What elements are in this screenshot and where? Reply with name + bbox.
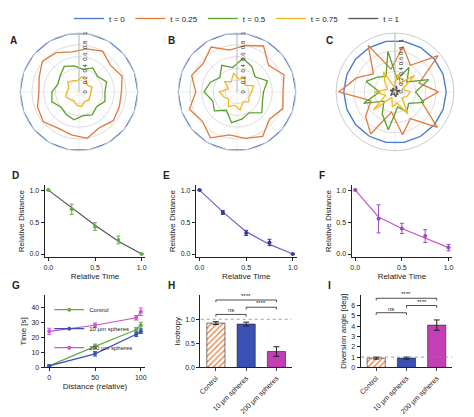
svg-text:0.5: 0.5 xyxy=(185,340,195,347)
svg-text:1.0: 1.0 xyxy=(444,264,454,271)
svg-text:0: 0 xyxy=(82,90,88,94)
svg-text:1.0: 1.0 xyxy=(137,264,147,271)
svg-text:Distance (relative): Distance (relative) xyxy=(63,382,128,391)
svg-text:D: D xyxy=(12,170,19,181)
svg-text:Control: Control xyxy=(89,307,108,313)
svg-text:****: **** xyxy=(256,300,266,306)
svg-text:10: 10 xyxy=(31,349,39,356)
svg-text:E: E xyxy=(163,170,170,181)
svg-text:0.0: 0.0 xyxy=(44,264,54,271)
svg-text:Diversion angle [deg]: Diversion angle [deg] xyxy=(339,294,348,369)
svg-text:H: H xyxy=(168,280,175,291)
svg-text:****: **** xyxy=(241,293,251,299)
svg-text:1.0: 1.0 xyxy=(30,187,40,194)
svg-text:0.8: 0.8 xyxy=(240,40,246,49)
svg-text:200 µm spheres: 200 µm spheres xyxy=(399,374,441,416)
svg-text:200 µm spheres: 200 µm spheres xyxy=(239,374,281,416)
svg-text:0.5: 0.5 xyxy=(30,219,40,226)
svg-text:Relative Distance: Relative Distance xyxy=(17,189,26,252)
svg-text:0.4: 0.4 xyxy=(82,64,88,73)
svg-text:Relative Distance: Relative Distance xyxy=(324,189,333,252)
svg-text:Relative Time: Relative Time xyxy=(378,272,427,281)
svg-text:100: 100 xyxy=(135,374,147,381)
svg-text:Relative Time: Relative Time xyxy=(71,272,120,281)
svg-text:I: I xyxy=(328,280,331,291)
svg-text:t = 1: t = 1 xyxy=(383,15,399,24)
svg-text:0.5: 0.5 xyxy=(241,264,251,271)
svg-text:0.8: 0.8 xyxy=(82,40,88,49)
svg-text:Control: Control xyxy=(358,374,379,395)
svg-text:****: **** xyxy=(417,299,427,305)
svg-text:1: 1 xyxy=(398,38,404,42)
svg-text:0.6: 0.6 xyxy=(82,52,88,61)
svg-text:Relative Distance: Relative Distance xyxy=(168,189,177,252)
svg-text:0.2: 0.2 xyxy=(82,75,88,84)
svg-text:5: 5 xyxy=(351,312,355,319)
svg-text:Relative Time: Relative Time xyxy=(222,272,271,281)
svg-text:1: 1 xyxy=(82,31,88,35)
svg-text:Control: Control xyxy=(198,374,219,395)
svg-text:0.4: 0.4 xyxy=(398,67,404,76)
svg-text:ns: ns xyxy=(388,306,394,312)
svg-text:0.2: 0.2 xyxy=(240,75,246,84)
svg-text:0.4: 0.4 xyxy=(240,64,246,73)
svg-text:1.0: 1.0 xyxy=(185,316,195,323)
svg-text:****: **** xyxy=(401,291,411,297)
svg-text:F: F xyxy=(319,170,325,181)
svg-text:C: C xyxy=(326,35,333,46)
svg-text:1.0: 1.0 xyxy=(336,187,346,194)
svg-text:Time [s]: Time [s] xyxy=(19,317,28,345)
svg-text:3: 3 xyxy=(351,333,355,340)
svg-text:20: 20 xyxy=(31,334,39,341)
svg-text:0.5: 0.5 xyxy=(336,219,346,226)
svg-text:0.0: 0.0 xyxy=(181,250,191,257)
svg-text:0.5: 0.5 xyxy=(90,264,100,271)
svg-text:2: 2 xyxy=(351,343,355,350)
svg-text:A: A xyxy=(10,35,17,46)
svg-text:t = 0.25: t = 0.25 xyxy=(170,15,197,24)
svg-text:Isotropy: Isotropy xyxy=(173,317,182,345)
svg-text:10 µm spheres: 10 µm spheres xyxy=(212,374,251,413)
svg-text:50: 50 xyxy=(91,374,99,381)
svg-text:G: G xyxy=(12,280,20,291)
svg-text:0.6: 0.6 xyxy=(240,52,246,61)
svg-text:40: 40 xyxy=(31,304,39,311)
svg-text:30: 30 xyxy=(31,319,39,326)
svg-text:0.6: 0.6 xyxy=(398,56,404,65)
svg-text:t = 0: t = 0 xyxy=(109,15,125,24)
svg-text:0.8: 0.8 xyxy=(398,46,404,55)
svg-text:6: 6 xyxy=(351,302,355,309)
svg-text:0.0: 0.0 xyxy=(30,250,40,257)
svg-text:10 µm spheres: 10 µm spheres xyxy=(89,326,129,332)
svg-text:t = 0.5: t = 0.5 xyxy=(243,15,266,24)
svg-text:1: 1 xyxy=(351,354,355,361)
svg-text:200 µm spheres: 200 µm spheres xyxy=(89,345,132,351)
svg-text:0.0: 0.0 xyxy=(185,364,195,371)
svg-text:1.0: 1.0 xyxy=(181,187,191,194)
svg-text:0.0: 0.0 xyxy=(350,264,360,271)
svg-text:10 µm spheres: 10 µm spheres xyxy=(372,374,411,413)
svg-text:0: 0 xyxy=(47,374,51,381)
svg-text:1.0: 1.0 xyxy=(288,264,298,271)
svg-text:0.5: 0.5 xyxy=(181,219,191,226)
svg-text:0.0: 0.0 xyxy=(195,264,205,271)
svg-text:0: 0 xyxy=(35,364,39,371)
svg-text:4: 4 xyxy=(351,323,355,330)
svg-text:0: 0 xyxy=(240,90,246,94)
svg-text:ns: ns xyxy=(228,307,234,313)
svg-text:1: 1 xyxy=(240,31,246,35)
svg-text:0.0: 0.0 xyxy=(336,250,346,257)
svg-text:B: B xyxy=(168,35,175,46)
svg-text:t = 0.75: t = 0.75 xyxy=(311,15,338,24)
svg-text:0.2: 0.2 xyxy=(398,77,404,86)
svg-text:0.5: 0.5 xyxy=(397,264,407,271)
svg-text:0: 0 xyxy=(398,90,404,94)
svg-text:0: 0 xyxy=(351,364,355,371)
